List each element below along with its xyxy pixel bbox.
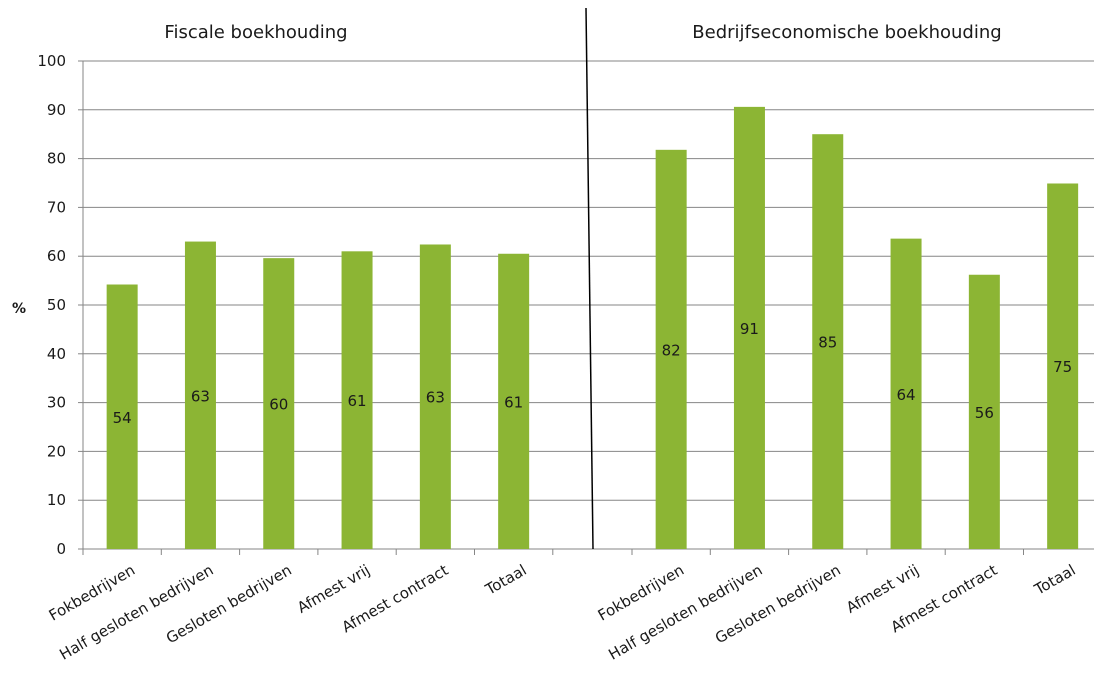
data-label: 61 xyxy=(504,393,523,411)
bar-business-5 xyxy=(968,274,1000,549)
data-label: 56 xyxy=(975,404,994,422)
data-label: 63 xyxy=(426,389,445,407)
data-label: 64 xyxy=(897,386,916,404)
category-label: Totaal xyxy=(481,561,529,599)
y-tick-label: 100 xyxy=(37,52,66,70)
y-tick-label: 40 xyxy=(47,345,66,363)
y-tick-label: 20 xyxy=(47,442,66,460)
y-tick-label: 90 xyxy=(47,101,66,119)
category-label: Totaal xyxy=(1030,561,1078,599)
bar-business-3 xyxy=(812,134,844,549)
data-label: 85 xyxy=(818,334,837,352)
axes xyxy=(78,7,1094,555)
bar-fiscal-4 xyxy=(341,251,373,549)
data-label: 91 xyxy=(740,320,759,338)
panel-title-business: Bedrijfseconomische boekhouding xyxy=(692,22,1001,43)
y-tick-label: 70 xyxy=(47,198,66,216)
bars xyxy=(106,106,1079,550)
y-tick-label: 60 xyxy=(47,247,66,265)
bar-business-1 xyxy=(655,149,687,550)
y-axis-title: % xyxy=(12,301,26,317)
bar-fiscal-6 xyxy=(498,253,530,549)
y-tick-label: 50 xyxy=(47,296,66,314)
data-label: 82 xyxy=(662,341,681,359)
bar-fiscal-1 xyxy=(106,284,138,549)
bar-business-4 xyxy=(890,238,922,549)
bar-business-6 xyxy=(1047,183,1079,549)
bar-fiscal-5 xyxy=(419,244,451,549)
bar-business-2 xyxy=(733,106,765,549)
y-tick-label: 10 xyxy=(47,491,66,509)
data-label: 60 xyxy=(269,396,288,414)
bar-fiscal-3 xyxy=(263,258,295,549)
data-label: 63 xyxy=(191,387,210,405)
category-label: Gesloten bedrijven xyxy=(163,561,295,647)
data-label: 54 xyxy=(113,409,132,427)
panel-title-fiscal: Fiscale boekhouding xyxy=(164,22,347,43)
panel-divider xyxy=(585,7,594,550)
data-label: 61 xyxy=(348,392,367,410)
gridlines xyxy=(83,60,1094,501)
bar-fiscal-2 xyxy=(184,241,216,549)
category-label: Gesloten bedrijven xyxy=(712,561,844,647)
y-tick-label: 0 xyxy=(56,540,66,558)
y-tick-label: 30 xyxy=(47,394,66,412)
y-tick-label: 80 xyxy=(47,150,66,168)
data-label: 75 xyxy=(1053,358,1072,376)
